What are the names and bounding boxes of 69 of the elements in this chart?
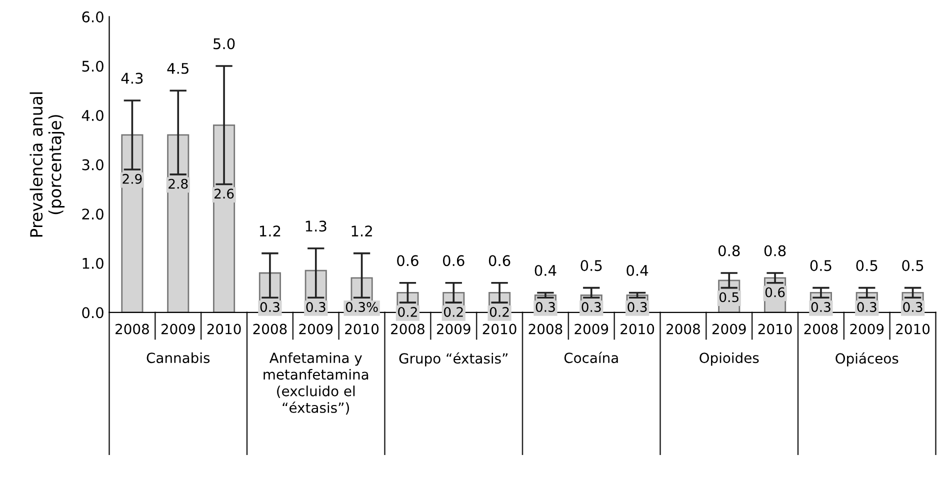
- annotation: 0.2: [490, 306, 509, 317]
- text: Grupo “éxtasis”: [399, 352, 508, 366]
- x-tick-label: 2010: [207, 324, 241, 334]
- annotation: 0.5: [810, 260, 832, 272]
- annotation: 0.5: [580, 260, 602, 272]
- annotation: 0.8: [718, 245, 740, 256]
- text: Cannabis: [146, 352, 210, 364]
- annotation: 0.6: [765, 287, 785, 298]
- annotation: 0.3: [811, 302, 830, 312]
- text: Opioides: [700, 352, 759, 366]
- annotation: 2.8: [168, 178, 188, 189]
- annotation: 2.9: [122, 174, 142, 184]
- y-tick-label: 1.0: [82, 258, 104, 269]
- annotation: 0.3: [857, 302, 876, 312]
- annotation: 1.2: [260, 226, 280, 236]
- y-tick-label: 0.0: [82, 307, 104, 318]
- annotation: 0.3: [536, 302, 555, 312]
- y-tick-label: 2.0: [82, 208, 104, 220]
- annotation: 0.3: [260, 302, 280, 312]
- annotation: 0.3: [582, 302, 601, 312]
- y-tick-label: 4.0: [82, 110, 104, 122]
- x-tick-label: 2008: [666, 324, 700, 334]
- x-tick-label: 2010: [482, 324, 516, 334]
- text: Anfetamina y metanfetamina (excluido el “éxtasis”): [264, 352, 368, 415]
- annotation: 5.0: [214, 38, 235, 50]
- x-tick-label: 2010: [620, 324, 654, 334]
- text: Opiáceos: [836, 352, 898, 366]
- x-tick-label: 2010: [758, 324, 792, 334]
- annotation: 0.8: [764, 245, 786, 256]
- annotation: 0.5: [856, 260, 878, 272]
- annotation: 0.5: [720, 292, 738, 302]
- annotation: 0.6: [442, 255, 464, 266]
- x-tick-label: 2009: [161, 324, 195, 334]
- annotation: 1.2: [352, 226, 372, 236]
- x-tick-label: 2008: [804, 324, 838, 334]
- annotation: 0.3: [628, 302, 647, 312]
- annotation: 1.3: [306, 220, 326, 232]
- y-tick-label: 3.0: [82, 159, 104, 170]
- x-tick-label: 2008: [116, 324, 149, 334]
- bar: [167, 134, 190, 312]
- x-tick-label: 2008: [528, 324, 562, 334]
- bar: [121, 134, 144, 312]
- annotation: 4.5: [167, 63, 188, 74]
- x-tick-label: 2009: [299, 324, 333, 334]
- annotation: 0.4: [534, 264, 556, 276]
- annotation: 2.6: [214, 188, 234, 199]
- annotation: 0.2: [398, 306, 417, 317]
- y-axis-title: Prevalencia anual (porcentaje): [30, 92, 65, 237]
- x-tick-label: 2009: [712, 324, 746, 334]
- x-tick-label: 2008: [391, 324, 424, 334]
- x-tick-label: 2009: [436, 324, 470, 334]
- y-tick-label: 5.0: [82, 60, 104, 72]
- annotation: 0.2: [444, 306, 463, 317]
- annotation: 0.3: [903, 302, 922, 312]
- x-tick-label: 2008: [253, 324, 287, 334]
- text: Cocaína: [564, 352, 618, 364]
- annotation: 4.3: [121, 72, 143, 84]
- annotation: 0.6: [397, 255, 418, 266]
- annotation: 0.4: [626, 264, 648, 276]
- x-tick-label: 2009: [574, 324, 608, 334]
- bar: [213, 124, 236, 312]
- annotation: 0.3: [306, 302, 326, 312]
- annotation: 0.3%: [346, 302, 378, 312]
- x-tick-label: 2010: [345, 324, 379, 334]
- x-tick-label: 2009: [850, 324, 884, 334]
- annotation: 0.5: [902, 260, 924, 272]
- annotation: 0.6: [488, 255, 510, 266]
- y-tick-label: 6.0: [82, 11, 104, 22]
- x-tick-label: 2010: [896, 324, 930, 334]
